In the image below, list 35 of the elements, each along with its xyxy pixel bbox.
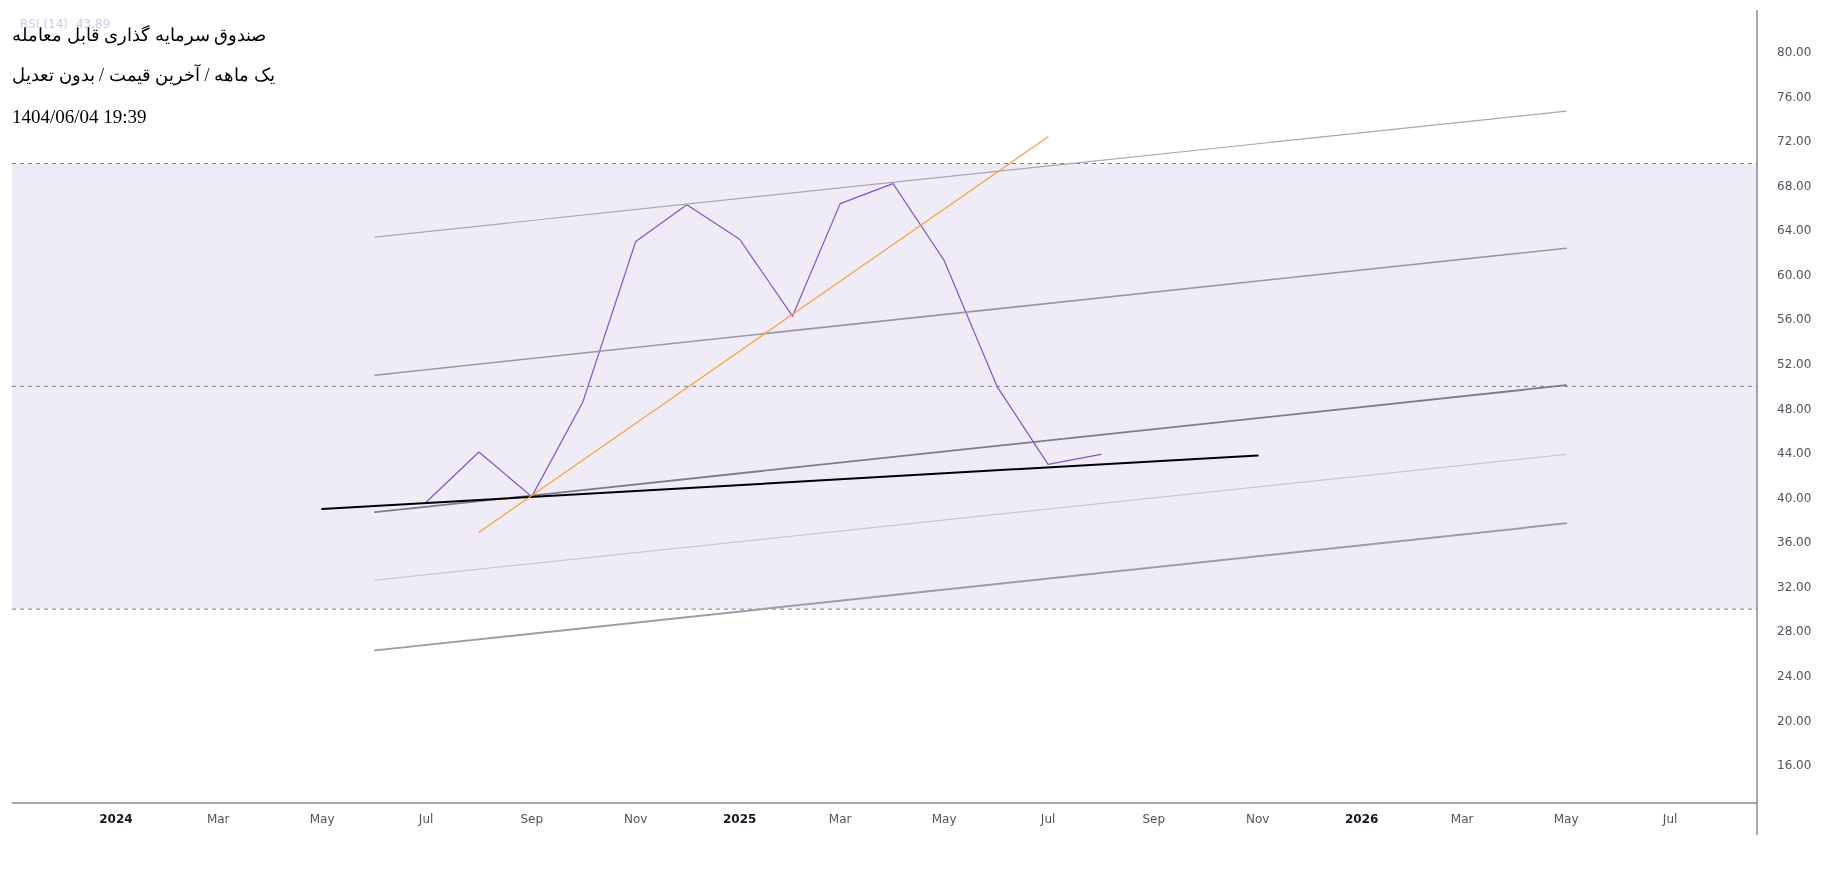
x-tick-label: May [1553,812,1579,826]
x-tick-label: 2024 [99,812,133,826]
y-tick-label: 80.00 [1777,45,1812,60]
y-tick-label: 48.00 [1777,401,1812,416]
y-tick-label: 20.00 [1777,713,1812,728]
y-tick-label: 24.00 [1777,668,1812,683]
y-tick-label: 44.00 [1777,446,1812,461]
y-tick-label: 28.00 [1777,624,1812,639]
x-tick-label: 2026 [1344,812,1379,826]
y-tick-label: 36.00 [1777,535,1812,550]
x-tick-label: Nov [623,812,648,826]
y-tick-label: 72.00 [1777,134,1812,149]
x-tick-label: Mar [828,812,852,826]
text: یک ماهه / آخرین قیمت / بدون تعدیل [12,64,275,86]
x-tick-label: Nov [1245,812,1270,826]
y-tick-label: 32.00 [1777,579,1812,594]
annotation: 1404/06/04 19:39 [12,106,147,128]
y-tick-label: 52.00 [1777,357,1812,372]
x-tick-label: 2025 [722,812,757,826]
x-tick-label: Mar [206,812,230,826]
x-tick-label: Jul [1039,812,1056,826]
x-tick-label: Sep [520,812,544,826]
y-tick-label: 40.00 [1777,490,1812,505]
x-tick-label: May [931,812,957,826]
y-tick-label: 60.00 [1777,267,1812,282]
x-tick-label: May [309,812,335,826]
y-tick-label: 56.00 [1777,312,1812,327]
y-tick-label: 68.00 [1777,178,1812,193]
y-tick-label: 76.00 [1777,89,1812,104]
x-tick-label: Sep [1142,812,1166,826]
x-tick-label: Mar [1450,812,1474,826]
x-tick-label: Jul [1661,812,1678,826]
y-tick-label: 64.00 [1777,223,1812,238]
y-tick-label: 16.00 [1777,758,1812,773]
x-tick-label: Jul [417,812,434,826]
